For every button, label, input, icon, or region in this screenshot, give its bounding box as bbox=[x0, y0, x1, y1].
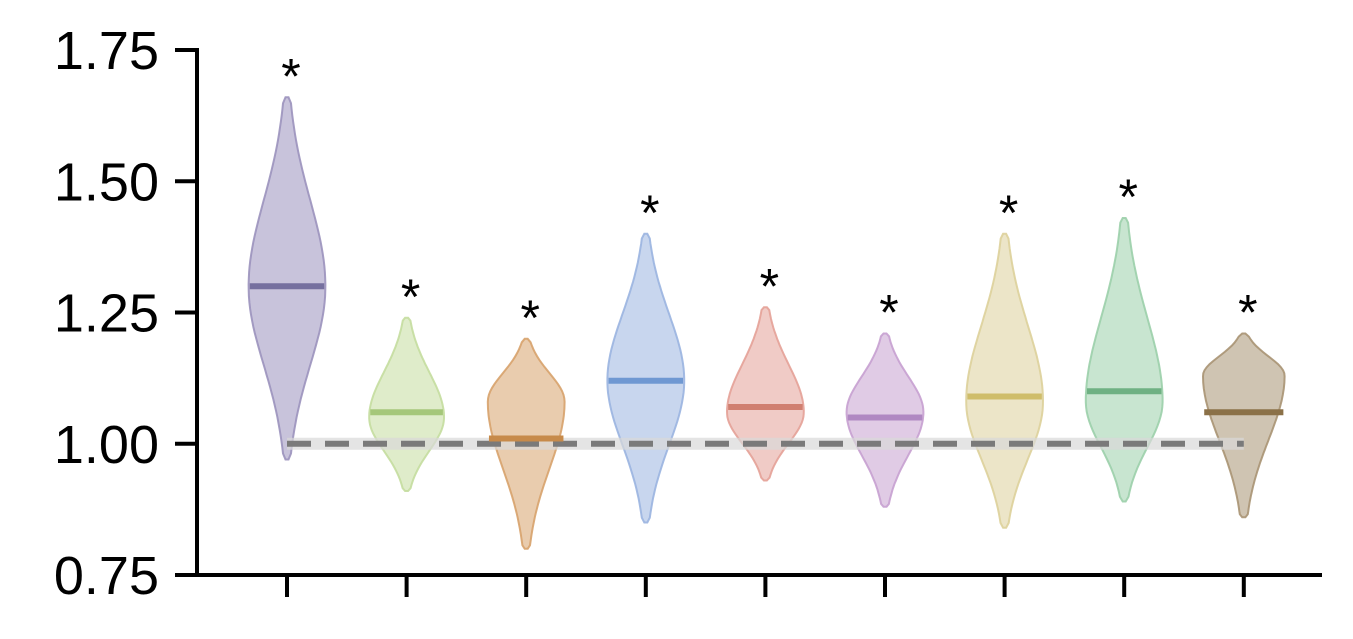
significance-star-2: * bbox=[401, 269, 420, 325]
medians-group bbox=[249, 283, 1284, 442]
significance-star-7: * bbox=[999, 185, 1018, 241]
violin-7 bbox=[965, 232, 1045, 529]
violin-8 bbox=[1084, 217, 1164, 503]
significance-star-3: * bbox=[520, 290, 539, 346]
significance-star-8: * bbox=[1118, 169, 1137, 225]
y-tick-label-3: 1.25 bbox=[54, 284, 159, 344]
axes-group: 0.75 1.00 1.25 1.50 1.75 bbox=[54, 21, 1322, 606]
y-tick-label-4: 1.50 bbox=[54, 152, 159, 212]
violin-9 bbox=[1201, 332, 1286, 519]
y-tick-label-5: 1.75 bbox=[54, 21, 159, 81]
significance-star-5: * bbox=[760, 258, 779, 314]
significance-star-9: * bbox=[1238, 285, 1257, 341]
violin-2 bbox=[368, 316, 445, 492]
violin-5 bbox=[725, 306, 805, 482]
y-tick-label-1: 0.75 bbox=[54, 546, 159, 606]
significance-star-6: * bbox=[879, 285, 898, 341]
significance-star-4: * bbox=[640, 185, 659, 241]
y-tick-label-2: 1.00 bbox=[54, 415, 159, 475]
significance-stars-group: * * * * * * * * * bbox=[281, 48, 1257, 346]
violin-1 bbox=[247, 96, 327, 461]
significance-star-1: * bbox=[281, 48, 300, 104]
